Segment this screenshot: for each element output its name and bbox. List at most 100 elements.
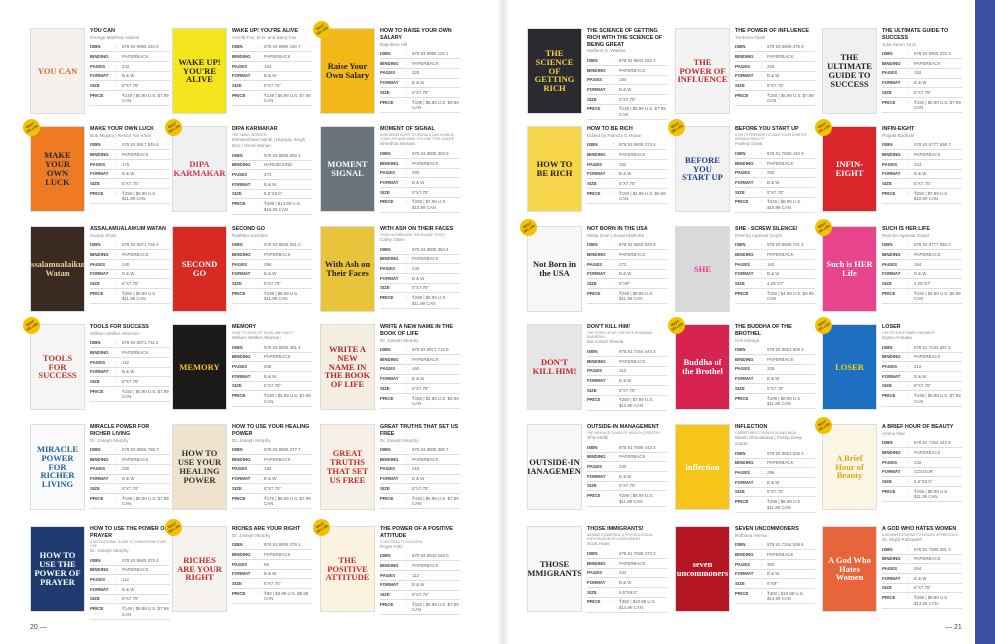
spec-value-binding: PAPERBACK (264, 552, 291, 557)
spec-row-size: SIZE:5"X7.75" (90, 377, 170, 388)
spec-label: PAGES (90, 359, 106, 365)
spec-value-format: B & W (619, 171, 632, 177)
spec-colon: : (406, 395, 408, 401)
spec-row-price: PRICE: ₹299 | $8.99 U.S. $11.99 CAN (587, 491, 667, 507)
spec-colon: : (908, 99, 910, 105)
spec-colon: : (908, 89, 910, 95)
spec-label: SIZE (587, 281, 597, 287)
spec-row-price: PRICE: ₹250 | $7.99 U.S. $10.99 CAN (587, 396, 667, 411)
spec-value-format: B & W (767, 271, 780, 277)
spec-label: PRICE (90, 190, 104, 196)
spec-label: ISBN (587, 142, 598, 148)
book-author: Sanjay Khan (90, 232, 117, 238)
spec-colon: : (116, 388, 118, 394)
spec-label: PRICE (735, 395, 749, 401)
spec-row-price: PRICE: ₹350 | $10.99 U.S. $14.99 CAN (587, 598, 667, 613)
spec-value-price: ₹250 | $8.99 U.S. $11.99 CAN (122, 190, 157, 202)
book-info: Inflection Career arcs from evolving Indi… (735, 424, 815, 513)
spec-label: PAGES (587, 368, 603, 374)
spec-value-format: B & W (914, 373, 927, 379)
spec-colon: : (761, 271, 763, 277)
spec-row-format: FORMAT: B & W (90, 170, 170, 180)
spec-value-pages: 312 (914, 363, 922, 369)
spec-row-binding: BINDING: PAPERBACK (90, 150, 170, 161)
spec-colon: : (908, 70, 910, 76)
book-cover: inflection (675, 424, 730, 510)
spec-colon: : (406, 246, 408, 252)
book-subtitle: A motivational guide to transform your l… (90, 539, 166, 548)
spec-label: BINDING (380, 160, 399, 166)
spec-label: PAGES (882, 261, 898, 267)
spec-label: PRICE (882, 99, 896, 105)
spec-colon: : (406, 553, 408, 559)
book-title: Dipa Karmakar (232, 126, 278, 132)
book-title: The Power of a Positive Attitude (380, 526, 453, 539)
book-entry: RICHES ARE YOUR RIGHT BEST SELLER Riches A… (161, 515, 317, 622)
spec-label: PRICE (587, 190, 601, 196)
book-author: Radhika Sachdev (232, 232, 269, 238)
book-entry: SHE She - Screw Silence! Reecha Agarwal Go… (675, 226, 820, 322)
book-entry: THE ULTIMATE GUIDE TO SUCCESS The Ultimat… (822, 28, 967, 124)
spec-value-pages: 176 (122, 161, 130, 167)
spec-row-binding: BINDING: PAPERBACK (587, 453, 667, 463)
spec-value-isbn: 978 93 8995 184 6 (122, 44, 159, 50)
spec-row-binding: BINDING: PAPERBACK (882, 59, 962, 69)
spec-label: ISBN (882, 142, 893, 148)
spec-value-isbn: 978 81 7599 301 3 (914, 546, 951, 552)
spec-value-pages: 296 (767, 469, 775, 475)
book-cover: A Brief Hour of Beauty (822, 424, 877, 510)
spec-value-binding: PAPERBACK (619, 152, 646, 157)
spec-value-isbn: 978 93 8836 951 0 (264, 242, 301, 248)
book-cover: With Ash on Their Faces (320, 226, 375, 312)
spec-label: PAGES (587, 77, 603, 83)
spec-label: SIZE (90, 83, 100, 89)
spec-row-isbn: ISBN:978 93 8943 264 0 (380, 552, 460, 562)
spec-value-binding: PAPERBACK (264, 54, 291, 59)
spec-label: SIZE (90, 181, 100, 187)
spec-value-price: ₹499 | $14.99 U.S. $19.99 CAN (264, 201, 301, 212)
spec-row-isbn: ISBN:978 81 7599 373 0 (587, 549, 667, 559)
spec-value-binding: PAPERBACK (412, 160, 439, 166)
spec-row-price: PRICE: ₹150 | $5.99 U.S. $7.99 CAN (882, 98, 962, 114)
book-entry: Assalamualaikum Watan Assalamualaikum Wat… (30, 226, 175, 322)
book-author: Dr. Joseph Murphy (380, 337, 419, 343)
cover-title: INFIN-EIGHT (835, 159, 864, 178)
spec-label: PRICE (735, 499, 749, 504)
spec-value-price: ₹150 | $4.99 U.S. $6.99 CAN (619, 190, 666, 202)
spec-label: SIZE (735, 83, 745, 89)
spec-colon: : (406, 485, 408, 491)
spec-colon: : (258, 495, 260, 501)
spec-label: ISBN (380, 150, 391, 156)
spec-colon: : (258, 393, 260, 399)
spec-value-binding: PAPERBACK (412, 563, 439, 569)
cover-title: seven uncommoners (676, 559, 729, 578)
book-author: Dr. Joseph Murphy (232, 532, 271, 538)
spec-row-price: PRICE: ₹150 | $5.99 U.S. $7.99 CAN (735, 91, 815, 107)
spec-label: PRICE (735, 92, 749, 98)
spec-colon: : (613, 599, 615, 605)
spec-label: SIZE (380, 285, 390, 291)
spec-label: ISBN (90, 142, 101, 148)
book-subtitle: Life of a software engineer (882, 330, 935, 335)
spec-row-size: SIZE:6"X9" (587, 279, 667, 290)
spec-row-pages: PAGES:300 (735, 560, 815, 570)
spec-row-price: PRICE: ₹299 | $8.99 U.S. $11.99 CAN (735, 497, 815, 513)
spec-colon: : (908, 585, 910, 591)
spec-value-pages: 200 (767, 170, 775, 176)
book-author: Napoleon Hill (380, 41, 408, 47)
book-title: Wake Up! You're Alive (232, 28, 298, 34)
book-cover: MEMORY (172, 324, 227, 410)
spec-colon: : (908, 459, 910, 465)
spec-row-binding: BINDING: PAPERBACK (380, 255, 460, 265)
book-title: Seven Uncommoners (735, 526, 799, 532)
spec-value-pages: 112 (122, 359, 129, 365)
spec-row-isbn: ISBN:978 93 8971 711 2 (90, 339, 170, 349)
spec-label: ISBN (232, 44, 243, 50)
spec-value-price: ₹299 | $8.99 U.S. $11.99 CAN (264, 290, 299, 302)
book-entry: YOU CAN You Can George Matthew Adams ISBN:9… (30, 28, 175, 124)
spec-colon: : (406, 160, 408, 166)
spec-label: FORMAT (882, 575, 901, 581)
book-author: Dr. Joseph Murphy (90, 437, 129, 443)
book-author: Scott Haas (587, 541, 610, 547)
spec-value-pages: 208 (264, 363, 272, 369)
